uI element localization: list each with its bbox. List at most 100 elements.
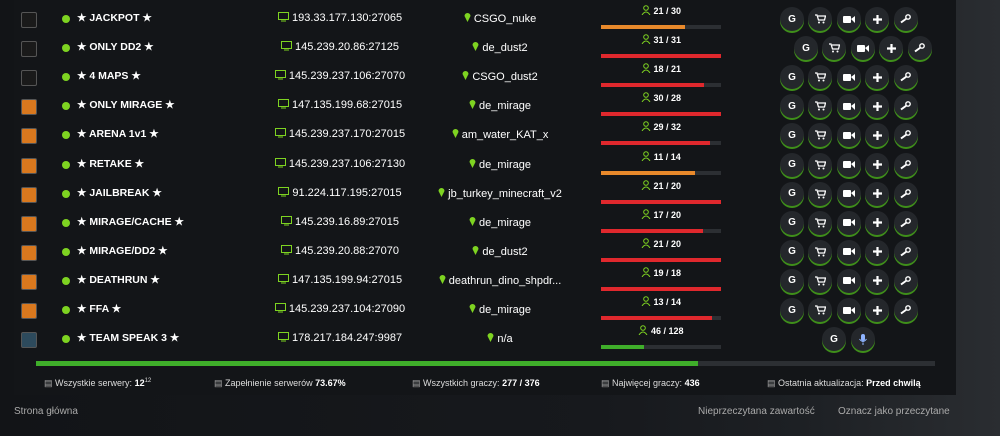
- footer-home[interactable]: Strona główna: [14, 406, 78, 417]
- button-plus[interactable]: [865, 298, 889, 322]
- game-icon: [21, 303, 37, 319]
- map-text: de_dust2: [482, 42, 528, 55]
- button-plus[interactable]: [865, 123, 889, 148]
- button-plus[interactable]: [865, 239, 889, 264]
- server-address: 147.135.199.94:27015: [260, 273, 420, 286]
- game-icon: [21, 186, 37, 203]
- button-cam[interactable]: [836, 123, 861, 148]
- button-cart[interactable]: [808, 65, 832, 90]
- map-text: deathrun_dino_shpdr...: [448, 274, 562, 287]
- button-cart[interactable]: [808, 268, 832, 293]
- button-cam[interactable]: [836, 94, 861, 119]
- button-g[interactable]: G: [780, 65, 804, 90]
- ip-text: 178.217.184.247:9987: [291, 332, 403, 345]
- server-name: ★ 4 MAPS ★: [77, 70, 141, 83]
- server-map: de_mirage: [420, 303, 580, 316]
- stat-servers: ▤ Wszystkie serwery: 1212: [44, 378, 152, 388]
- players-text: 11 / 14: [653, 151, 681, 162]
- button-plus[interactable]: [865, 210, 889, 235]
- stat-value: Przed chwilą: [866, 378, 921, 388]
- button-cart[interactable]: [822, 36, 846, 61]
- button-cart[interactable]: [808, 181, 832, 206]
- button-steam[interactable]: [893, 7, 918, 31]
- game-icon: [21, 244, 37, 261]
- player-bar-track: [601, 141, 721, 146]
- button-steam[interactable]: [893, 94, 918, 119]
- button-cam[interactable]: [836, 152, 861, 177]
- players-text: 19 / 18: [653, 267, 682, 278]
- button-cam[interactable]: [836, 239, 861, 264]
- button-cam[interactable]: [836, 7, 861, 31]
- button-g[interactable]: G: [780, 239, 804, 264]
- button-steam[interactable]: [893, 210, 918, 235]
- button-g[interactable]: G: [780, 7, 804, 31]
- button-g[interactable]: G: [780, 94, 804, 119]
- button-steam[interactable]: [893, 152, 918, 177]
- server-address: 145.239.237.106:27070: [260, 70, 420, 82]
- button-steam[interactable]: [893, 239, 918, 264]
- button-plus[interactable]: [865, 7, 889, 31]
- map-text: CSGO_nuke: [473, 13, 537, 25]
- status-dot: [62, 276, 70, 285]
- map-text: am_water_KAT_x: [461, 129, 549, 142]
- button-cart[interactable]: [808, 152, 832, 177]
- button-cart[interactable]: [808, 210, 832, 235]
- stat-label: Zapełnienie serwerów: [225, 378, 313, 388]
- button-plus[interactable]: [865, 181, 889, 206]
- player-bar: [601, 199, 721, 204]
- map-text: jb_turkey_minecraft_v2: [448, 187, 562, 200]
- player-bar: [601, 25, 685, 29]
- button-g[interactable]: G: [780, 298, 804, 322]
- player-bar-track: [601, 345, 721, 350]
- player-count: 29 / 32: [601, 121, 721, 132]
- button-g[interactable]: G: [780, 210, 804, 235]
- button-g[interactable]: G: [780, 268, 804, 293]
- button-steam[interactable]: [893, 181, 918, 206]
- button-plus[interactable]: [865, 94, 889, 119]
- button-steam[interactable]: [893, 268, 918, 293]
- stat-update: ▤ Ostatnia aktualizacja: Przed chwilą: [767, 378, 921, 388]
- server-map: CSGO_dust2: [420, 70, 580, 83]
- button-plus[interactable]: [879, 36, 903, 61]
- button-plus[interactable]: [865, 152, 889, 177]
- button-g[interactable]: G: [822, 327, 846, 352]
- status-dot: [62, 247, 70, 256]
- button-cart[interactable]: [808, 123, 832, 148]
- map-text: de_mirage: [479, 158, 532, 171]
- player-bar: [601, 345, 645, 350]
- status-dot: [62, 189, 70, 198]
- button-plus[interactable]: [865, 268, 889, 293]
- server-address: 145.239.237.104:27090: [260, 303, 420, 315]
- button-cam[interactable]: [836, 210, 861, 235]
- button-cam[interactable]: [850, 36, 875, 61]
- players-text: 17 / 20: [653, 209, 682, 220]
- stat-value: 73.67%: [315, 378, 346, 388]
- footer-mark-read[interactable]: Oznacz jako przeczytane: [838, 406, 950, 417]
- button-steam[interactable]: [893, 65, 918, 90]
- player-bar: [601, 112, 721, 117]
- button-cart[interactable]: [808, 298, 832, 322]
- button-g[interactable]: G: [780, 181, 804, 206]
- button-steam[interactable]: [893, 298, 918, 322]
- ip-text: 91.224.117.195:27015: [292, 186, 402, 199]
- players-text: 13 / 14: [653, 297, 682, 307]
- button-cart[interactable]: [808, 94, 832, 119]
- button-steam[interactable]: [907, 36, 932, 61]
- footer-unread[interactable]: Nieprzeczytana zawartość: [698, 406, 815, 417]
- button-cam[interactable]: [836, 65, 861, 90]
- button-cam[interactable]: [836, 181, 861, 206]
- button-g[interactable]: G: [794, 36, 818, 61]
- player-count: 19 / 18: [601, 267, 721, 278]
- button-cart[interactable]: [808, 7, 832, 31]
- button-steam[interactable]: [893, 123, 918, 148]
- player-count: 11 / 14: [601, 150, 721, 162]
- map-text: de_mirage: [479, 100, 532, 113]
- button-cam[interactable]: [836, 298, 861, 322]
- button-g[interactable]: G: [780, 123, 804, 148]
- button-g[interactable]: G: [780, 152, 804, 177]
- button-plus[interactable]: [865, 65, 889, 90]
- button-voice[interactable]: [851, 327, 875, 352]
- button-cart[interactable]: [808, 239, 832, 264]
- button-cam[interactable]: [836, 268, 861, 293]
- server-name: ★ ARENA 1v1 ★: [77, 128, 159, 141]
